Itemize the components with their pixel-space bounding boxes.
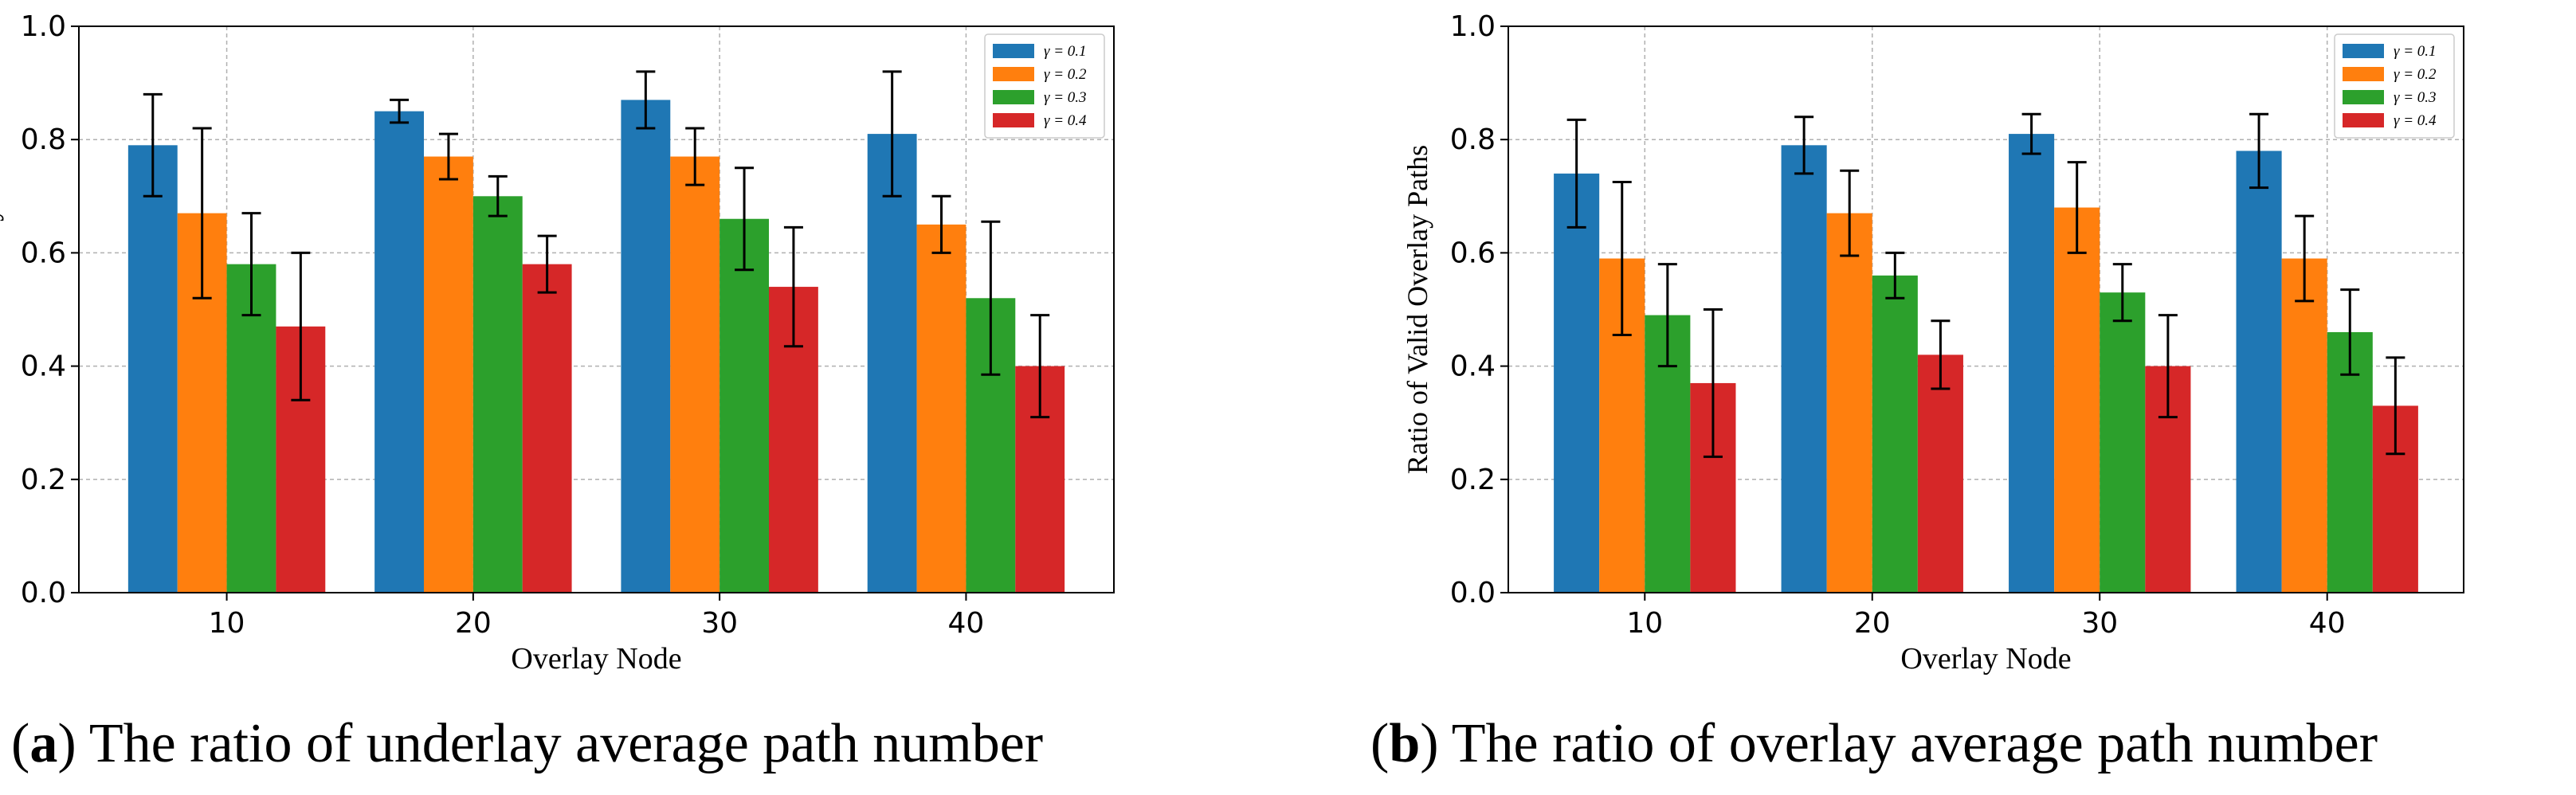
bar-30-series-2: [670, 156, 720, 593]
x-tick-label: 20: [1854, 607, 1891, 640]
bar-10-series-1: [127, 145, 178, 593]
x-tick-label: 40: [948, 607, 985, 640]
chart-panel-2: 0.0 0.2 0.4 0.6 0.8 1.0 10 20 30 40 Overlay Node Ra…: [1370, 10, 2464, 774]
legend-label-1: γ = 0.1: [2394, 43, 2437, 60]
legend-swatch-3: [2343, 90, 2384, 104]
legend-label-3: γ = 0.3: [1044, 89, 1087, 106]
legend-box: [984, 33, 1105, 139]
legend: γ = 0.1 γ = 0.2 γ = 0.3 γ = 0.4: [984, 33, 1105, 139]
subfigure-caption: (b) The ratio of overlay average path nu…: [1370, 713, 2378, 774]
y-tick-label: 1.0: [21, 10, 66, 43]
legend-label-4: γ = 0.4: [2394, 112, 2437, 129]
y-tick-label: 1.0: [1450, 10, 1496, 43]
bar-20-series-4: [1917, 354, 1963, 593]
y-tick-label: 0.8: [1450, 123, 1496, 156]
bar-30-series-1: [621, 100, 671, 593]
legend-label-4: γ = 0.4: [1044, 112, 1087, 129]
y-tick-label: 0.4: [1450, 351, 1496, 383]
x-tick-label: 30: [2081, 607, 2118, 640]
legend-label-2: γ = 0.2: [1044, 66, 1087, 83]
y-tick-label: 0.2: [21, 464, 66, 496]
y-tick-label: 0.6: [21, 237, 66, 269]
caption-text: ) The ratio of underlay average path num…: [57, 713, 1043, 774]
bar-20-series-1: [1781, 145, 1827, 593]
bar-20-series-3: [472, 196, 523, 593]
plot-frame: [78, 25, 1115, 593]
bar-10-series-3: [226, 264, 276, 593]
y-axis-label: Ratio of Valid Overlay Paths: [1402, 145, 1433, 474]
y-tick-label: 0.8: [21, 123, 66, 156]
y-tick-label: 0.0: [1450, 577, 1496, 609]
caption-label-letter: b: [1389, 713, 1420, 774]
bar-30-series-2: [2054, 207, 2100, 593]
x-axis-label: Overlay Node: [1900, 642, 2071, 676]
legend-label-3: γ = 0.3: [2394, 89, 2437, 106]
legend-box: [2334, 33, 2455, 139]
legend-swatch-3: [993, 90, 1034, 104]
x-tick-label: 30: [701, 607, 738, 640]
bar-20-series-3: [1872, 275, 1918, 593]
caption-label-letter: a: [29, 713, 57, 774]
legend-swatch-4: [993, 113, 1034, 127]
subfigure-caption: (a) The ratio of underlay average path n…: [11, 713, 1043, 774]
x-axis-label: Overlay Node: [511, 642, 681, 676]
y-tick-label: 0.0: [21, 577, 66, 609]
bar-40-series-2: [916, 224, 966, 593]
legend-swatch-2: [993, 67, 1034, 81]
y-tick-label: 0.2: [1450, 464, 1496, 496]
x-tick-label: 40: [2309, 607, 2346, 640]
bar-20-series-2: [424, 156, 473, 593]
caption-label: (: [1370, 713, 1389, 774]
legend-swatch-4: [2343, 113, 2384, 127]
y-tick-label: 0.6: [1450, 237, 1496, 269]
bar-40-series-2: [2281, 258, 2327, 593]
y-axis-label: Ratio of Valid Underlay Paths: [0, 138, 4, 481]
bar-30-series-3: [2100, 292, 2146, 593]
bar-40-series-1: [2236, 151, 2282, 593]
legend-label-1: γ = 0.1: [1044, 43, 1087, 60]
caption-text: ) The ratio of overlay average path numb…: [1420, 713, 2378, 774]
bar-30-series-3: [719, 218, 769, 593]
legend-swatch-1: [2343, 44, 2384, 58]
caption-label: (: [11, 713, 29, 774]
bar-20-series-1: [374, 111, 424, 593]
legend-swatch-1: [993, 44, 1034, 58]
x-tick-label: 20: [455, 607, 492, 640]
legend-label-2: γ = 0.2: [2394, 66, 2437, 83]
bar-20-series-2: [1826, 213, 1872, 593]
bar-10-series-1: [1554, 173, 1600, 593]
bar-40-series-1: [867, 134, 917, 593]
legend: γ = 0.1 γ = 0.2 γ = 0.3 γ = 0.4: [2334, 33, 2455, 139]
x-tick-label: 10: [1626, 607, 1663, 640]
bar-30-series-1: [2009, 134, 2055, 593]
bar-20-series-4: [522, 264, 572, 593]
x-tick-label: 10: [209, 607, 245, 640]
y-tick-label: 0.4: [21, 351, 66, 383]
chart-panel-1: 0.0 0.2 0.4 0.6 0.8 1.0 10 20 30 40 Overlay Node Ra…: [0, 10, 1115, 774]
plot-frame: [1508, 25, 2464, 593]
legend-swatch-2: [2343, 67, 2384, 81]
